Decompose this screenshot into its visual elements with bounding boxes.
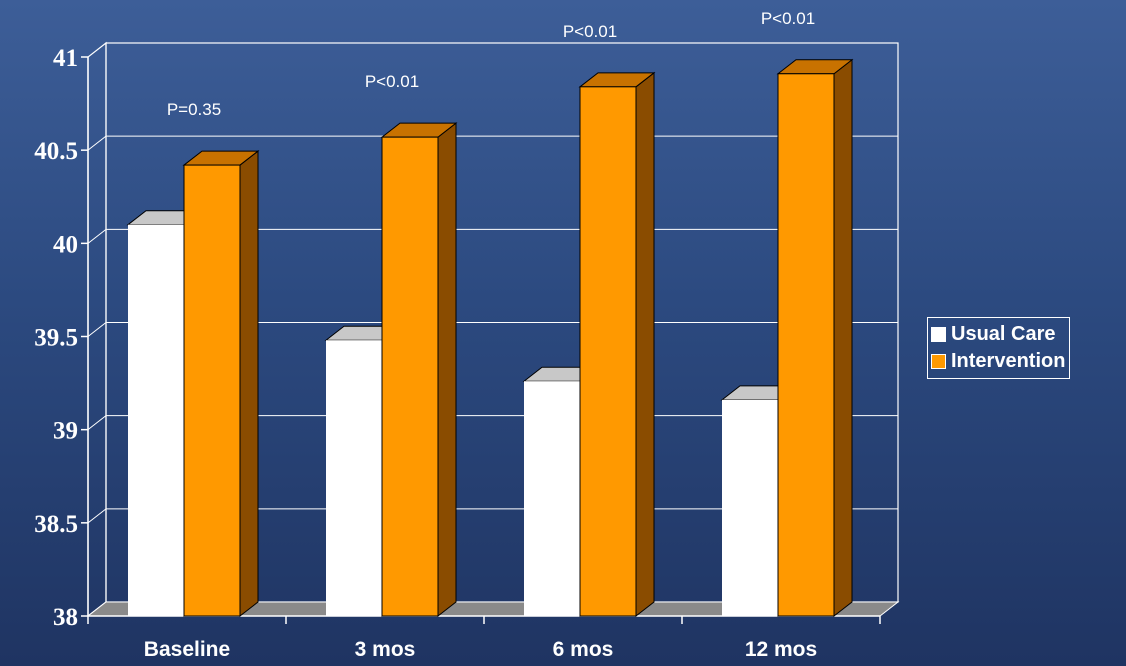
legend-swatch-intervention: [931, 354, 946, 369]
x-tick-label: Baseline: [144, 638, 230, 661]
bar-front: [326, 340, 382, 616]
bar-front: [381, 136, 439, 617]
bar-front: [128, 224, 184, 616]
p-value-label: P=0.35: [167, 100, 221, 119]
gridline-depth: [87, 322, 107, 337]
bar-intervention: [578, 71, 656, 618]
bar-front: [579, 86, 637, 617]
x-tick-label: 3 mos: [355, 638, 416, 661]
x-tick-label: 6 mos: [553, 638, 614, 661]
legend-swatch-usual-care: [931, 327, 946, 342]
bar-side: [239, 150, 259, 618]
p-value-annotations: P=0.35 P<0.01 P<0.01 P<0.01: [167, 9, 815, 119]
p-value-label: P<0.01: [563, 22, 617, 41]
bar-side: [635, 71, 655, 618]
y-tick-label: 40.5: [34, 138, 78, 165]
bar-front: [777, 73, 835, 617]
bar-intervention: [776, 58, 854, 618]
legend-item-usual-care: Usual Care: [931, 321, 1065, 348]
bar-intervention: [182, 150, 260, 618]
y-axis-ticks: 38 38.5 39 39.5 40 40.5 41: [34, 45, 89, 631]
bars: [126, 58, 854, 618]
gridline-depth: [87, 135, 107, 151]
y-tick-label: 38: [53, 604, 78, 631]
p-value-label: P<0.01: [365, 72, 419, 91]
legend-label-intervention: Intervention: [951, 350, 1066, 372]
legend-label-usual-care: Usual Care: [951, 323, 1056, 345]
bar-front: [524, 381, 580, 616]
gridline-depth: [87, 415, 107, 431]
y-tick-label: 39.5: [34, 325, 78, 352]
bar-side: [437, 122, 457, 618]
y-tick-label: 40: [53, 231, 78, 258]
legend: Usual Care Intervention: [927, 317, 1071, 379]
y-tick-label: 41: [53, 45, 78, 72]
p-value-label: P<0.01: [761, 9, 815, 28]
bar-front: [183, 164, 241, 617]
bar-side: [833, 58, 853, 618]
bar-intervention: [380, 122, 458, 618]
y-tick-label: 38.5: [34, 511, 78, 538]
bar-front: [722, 399, 778, 616]
legend-item-intervention: Intervention: [931, 348, 1065, 375]
x-axis-ticks: Baseline 3 mos 6 mos 12 mos: [87, 615, 881, 661]
x-tick-label: 12 mos: [745, 638, 817, 661]
gridline-depth: [87, 508, 107, 524]
gridline-depth: [87, 228, 107, 244]
y-tick-label: 39: [53, 418, 78, 445]
